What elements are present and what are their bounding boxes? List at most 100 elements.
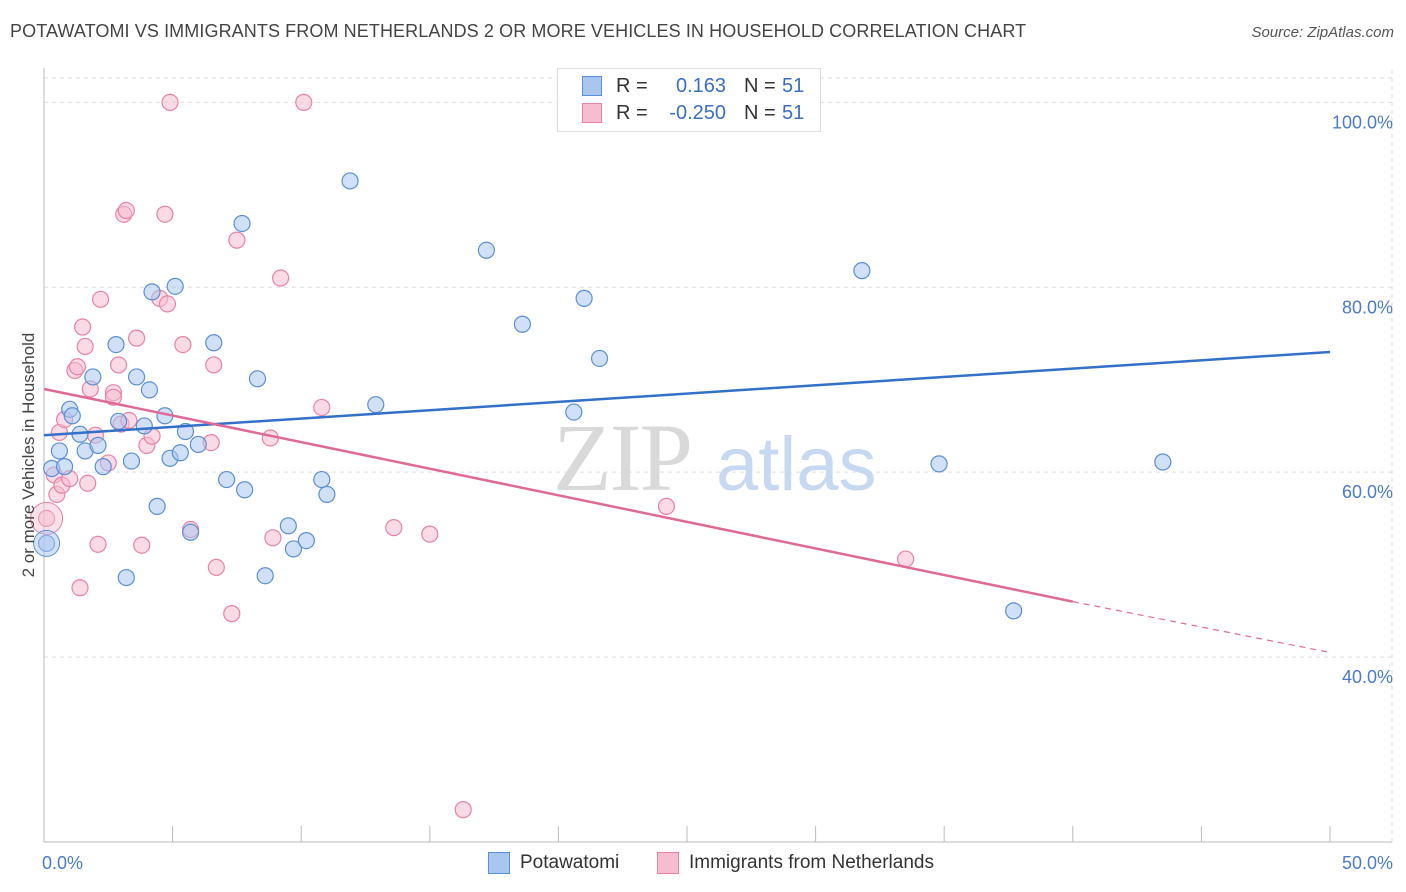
data-point [272,269,290,287]
data-point [341,172,359,190]
data-point [161,93,179,111]
data-point [1154,453,1172,471]
data-point [107,335,125,354]
data-point [73,318,92,336]
data-point-large [33,529,61,557]
watermark: ZIP atlas [553,404,877,511]
data-point [313,398,331,417]
data-point [367,396,385,414]
data-point [205,334,223,352]
grid-lines [44,70,1393,842]
data-point [1005,602,1023,620]
trend-line-potawatomi [43,350,1331,437]
data-point [122,452,141,470]
data-point [207,558,225,577]
data-point [89,436,107,454]
data-point [109,412,128,430]
legend-row-potawatomi: R = 0.163 N = 51 [582,74,804,98]
data-point [284,540,303,558]
axes [43,68,1392,843]
data-point [189,435,207,454]
data-point [166,277,184,295]
data-point [91,290,110,308]
data-point [477,241,495,259]
legend-swatch-pink [582,103,602,123]
data-point [264,529,282,547]
data-point [930,455,948,473]
data-point [205,356,223,374]
watermark-zip: ZIP [553,404,691,511]
data-point [89,535,107,553]
data-point [575,289,593,307]
data-point [117,568,135,587]
legend-item-netherlands: Immigrants from Netherlands [657,852,934,874]
legend-row-netherlands: R = -0.250 N = 51 [582,101,804,125]
data-point [248,370,267,388]
y-tick-label: 80.0% [1342,297,1393,317]
correlation-legend: R = 0.163 N = 51 R = -0.250 N = 51 [557,68,821,132]
r-value: -0.250 [669,101,726,124]
trend-lines [43,350,1331,654]
tick-labels: 40.0% 60.0% 80.0% 100.0% 0.0% 50.0% [42,112,1393,873]
data-point [295,93,313,111]
legend-swatch-blue [582,76,602,96]
data-point [236,481,254,499]
data-point [127,329,146,347]
data-point [117,201,135,220]
watermark-atlas: atlas [716,422,877,507]
data-point [657,497,676,515]
series-potawatomi-points [33,172,1172,620]
data-point [148,497,166,515]
n-value: 51 [782,101,805,124]
data-point [256,567,274,585]
n-label: N = [744,74,776,97]
data-point [55,458,74,476]
data-point [454,801,472,819]
data-point [50,442,69,460]
data-point [133,536,151,554]
legend-label: Potawatomi [520,852,620,873]
x-tick-label: 50.0% [1342,853,1393,873]
trend-line-netherlands-extension [1072,601,1331,654]
r-value: 0.163 [675,74,726,97]
n-value: 51 [782,74,805,97]
data-point [76,337,94,356]
data-point [218,470,236,489]
data-point [71,579,89,597]
source-label: Source: ZipAtlas.com [1251,24,1394,41]
data-point [68,358,87,376]
r-label: R = [616,74,648,97]
y-axis-label: 2 or more Vehicles in Household [19,333,38,578]
legend-swatch-blue [488,852,510,874]
data-point [223,605,241,623]
data-point [174,335,192,354]
data-point [94,458,112,476]
data-point [513,315,531,333]
legend-label: Immigrants from Netherlands [689,852,934,873]
data-point [140,381,159,399]
y-tick-label: 100.0% [1332,112,1393,132]
data-point [385,519,403,537]
series-netherlands-points [30,93,915,819]
data-point [590,349,609,368]
data-point [37,509,56,528]
y-tick-label: 40.0% [1342,667,1393,687]
data-point [182,523,200,541]
data-point [318,485,336,503]
data-point [228,231,246,249]
data-point [158,295,177,313]
data-point [135,417,153,435]
data-point [313,470,331,489]
y-tick-label: 60.0% [1342,482,1393,502]
data-point [84,368,102,386]
data-point [63,407,81,425]
data-point [79,474,97,492]
data-point [233,214,251,233]
data-point [127,368,146,386]
data-point [171,444,189,462]
data-point [421,525,439,543]
data-point [109,356,128,374]
data-point [565,403,583,421]
x-tick-label: 0.0% [42,853,83,873]
